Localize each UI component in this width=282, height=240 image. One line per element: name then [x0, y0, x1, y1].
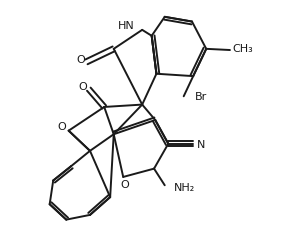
Text: O: O: [78, 82, 87, 92]
Text: O: O: [57, 122, 66, 132]
Text: O: O: [76, 54, 85, 65]
Text: NH₂: NH₂: [174, 183, 195, 193]
Text: CH₃: CH₃: [232, 44, 253, 54]
Text: N: N: [197, 140, 205, 150]
Text: Br: Br: [194, 92, 207, 102]
Text: HN: HN: [118, 21, 135, 31]
Text: O: O: [120, 180, 129, 190]
